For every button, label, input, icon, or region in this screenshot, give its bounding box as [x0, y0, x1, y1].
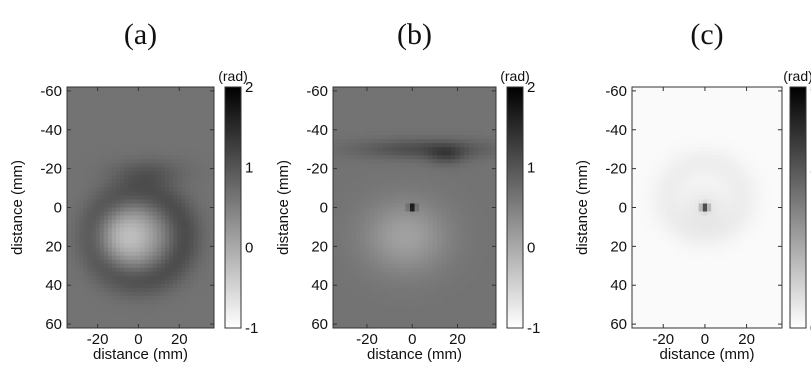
colorbar-unit: (rad)	[500, 68, 530, 84]
y-tick-label: -60	[306, 83, 328, 100]
x-tick-label: 0	[408, 331, 416, 348]
x-tick-label: 20	[449, 331, 466, 348]
y-tick-label: -40	[40, 122, 62, 139]
y-tick-label: 0	[320, 200, 328, 217]
x-tick-label: 0	[134, 331, 142, 348]
colorbar-tick-label: -1	[527, 320, 540, 337]
y-tick-label: 20	[45, 238, 62, 255]
colorbar-tick-label: 2	[245, 79, 253, 96]
x-tick-label: -20	[87, 331, 109, 348]
colorbar: 2 1 0 -1 (rad)	[500, 68, 540, 337]
colorbar-gradient	[224, 86, 242, 329]
y-tick-label: 40	[311, 277, 328, 294]
colorbar-tick-label: 1	[527, 159, 535, 176]
phase-heatmap	[632, 87, 782, 328]
y-tick-label: -20	[306, 161, 328, 178]
colorbar-gradient	[506, 86, 524, 329]
colorbar-unit: (rad)	[783, 68, 811, 84]
y-tick-label: 60	[311, 316, 328, 333]
colorbar-tick-label: 2	[527, 79, 535, 96]
y-tick-label: -60	[40, 83, 62, 100]
y-tick-label: -40	[306, 122, 328, 139]
x-tick-label: -20	[652, 331, 674, 348]
panel-title: (b)	[397, 18, 432, 51]
y-tick-label: 0	[54, 200, 62, 217]
x-tick-label: 20	[738, 331, 755, 348]
y-tick-label: 40	[610, 277, 627, 294]
y-tick-label: -20	[605, 161, 627, 178]
x-tick-label: 0	[701, 331, 709, 348]
colorbar-tick-label: 0	[245, 240, 253, 257]
x-axis-label: distance (mm)	[659, 346, 754, 363]
y-tick-label: 60	[45, 316, 62, 333]
y-tick-label: -40	[605, 122, 627, 139]
colorbar-unit: (rad)	[218, 68, 248, 84]
x-axis-label: distance (mm)	[93, 346, 188, 363]
y-tick-label: 0	[619, 200, 627, 217]
y-tick-label: 20	[610, 238, 627, 255]
y-tick-label: 60	[610, 316, 627, 333]
colorbar-tick-label: -1	[245, 320, 258, 337]
y-axis-label: distance (mm)	[9, 160, 26, 255]
colorbar: 2 1 0 -1 (rad)	[218, 68, 258, 337]
y-tick-label: -20	[40, 161, 62, 178]
y-tick-label: -60	[605, 83, 627, 100]
y-axis-label: distance (mm)	[574, 160, 591, 255]
phase-heatmap	[67, 87, 214, 328]
y-tick-label: 40	[45, 277, 62, 294]
x-axis-label: distance (mm)	[367, 346, 462, 363]
colorbar: 3210(rad)	[783, 68, 811, 337]
x-tick-label: 20	[171, 331, 188, 348]
y-tick-label: 20	[311, 238, 328, 255]
y-axis-label: distance (mm)	[275, 160, 292, 255]
panel-title: (c)	[690, 18, 723, 51]
colorbar-tick-label: 0	[527, 240, 535, 257]
colorbar-gradient	[789, 86, 807, 329]
x-tick-label: -20	[356, 331, 378, 348]
colorbar-tick-label: 1	[245, 159, 253, 176]
phase-heatmap	[333, 87, 496, 328]
panel-title: (a)	[124, 18, 157, 51]
